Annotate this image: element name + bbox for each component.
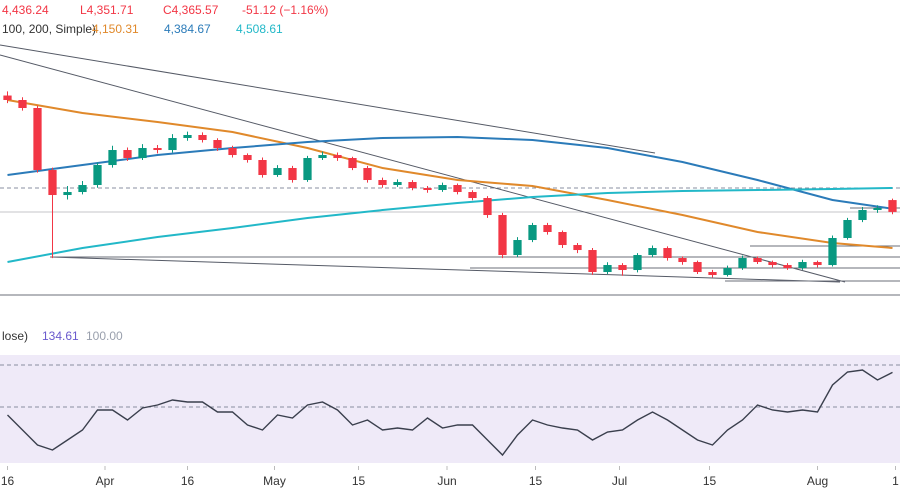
trend-line	[0, 54, 846, 283]
x-tick-label: Aug	[807, 474, 828, 488]
candle-body	[618, 265, 627, 271]
ma-label: 100, 200, Simple)	[2, 22, 96, 36]
moving-average	[7, 136, 893, 210]
candle-body	[528, 225, 537, 241]
x-tick-label: Jul	[612, 474, 627, 488]
candle-body	[63, 192, 72, 196]
candle-body	[303, 158, 312, 181]
candle-body	[243, 155, 252, 161]
change-readout: -51.12 (−1.16%)	[242, 3, 328, 17]
candle-body	[723, 268, 732, 276]
candle-body	[213, 140, 222, 149]
candle-body	[648, 248, 657, 256]
ma-readout: 4,150.31	[92, 22, 139, 36]
candle-body	[138, 148, 147, 159]
candle-body	[258, 160, 267, 176]
candle-body	[483, 198, 492, 216]
x-tick-label: 16	[1, 474, 15, 488]
candle-body	[168, 138, 177, 151]
candle-body	[393, 182, 402, 186]
candle-body	[588, 250, 597, 273]
candle-body	[663, 248, 672, 259]
candle-body	[558, 232, 567, 246]
trend-line	[49, 256, 841, 283]
candle-body	[408, 182, 417, 189]
trend-line	[0, 44, 656, 154]
x-tick-label: Jun	[437, 474, 456, 488]
moving-average	[7, 99, 893, 249]
x-tick-label: May	[263, 474, 286, 488]
candle-body	[453, 185, 462, 193]
candle-body	[48, 170, 57, 196]
candle-body	[423, 188, 432, 191]
candle-body	[513, 240, 522, 256]
candle-body	[153, 148, 162, 151]
open-readout: 4,436.24	[2, 3, 49, 17]
candle-body	[33, 108, 42, 171]
candle-body	[693, 262, 702, 273]
candle-body	[468, 192, 477, 199]
candle-body	[348, 158, 357, 169]
x-tick-label: 15	[703, 474, 717, 488]
candle-body	[228, 148, 237, 156]
candle-body	[798, 262, 807, 269]
candle-body	[813, 262, 822, 266]
candle-body	[753, 258, 762, 263]
candle-body	[108, 150, 117, 166]
legend-header: 4,436.24 L4,351.71 C4,365.57 -51.12 (−1.…	[2, 3, 328, 343]
candle-body	[678, 258, 687, 263]
oscillator-readout: 134.61	[42, 329, 79, 343]
candle-body	[123, 150, 132, 159]
candle-body	[288, 168, 297, 181]
candle-body	[438, 185, 447, 191]
x-tick-label: 15	[352, 474, 366, 488]
x-tick-label: Apr	[96, 474, 115, 488]
candle-body	[783, 265, 792, 269]
candle-body	[333, 155, 342, 159]
candle-body	[843, 220, 852, 239]
candle-body	[183, 135, 192, 138]
candle-body	[708, 272, 717, 276]
candle-body	[738, 258, 747, 269]
candle-body	[93, 165, 102, 186]
candle-body	[273, 168, 282, 176]
candle-body	[873, 208, 882, 211]
candle-body	[603, 265, 612, 273]
candle-body	[78, 185, 87, 193]
candle-body	[828, 238, 837, 266]
oscillator-band	[0, 355, 900, 463]
x-tick-label: 15	[529, 474, 543, 488]
candle-body	[858, 210, 867, 221]
candle-body	[573, 245, 582, 251]
candle-body	[768, 262, 777, 266]
oscillator-reference: 100.00	[86, 329, 123, 343]
candle-body	[18, 100, 27, 108]
candle-body	[3, 95, 12, 101]
candle-body	[198, 135, 207, 141]
close-readout: C4,365.57	[163, 3, 219, 17]
ma-readout: 4,508.61	[236, 22, 283, 36]
ma-readout: 4,384.67	[164, 22, 211, 36]
candle-body	[498, 215, 507, 256]
candle-body	[363, 168, 372, 181]
moving-average	[7, 186, 893, 264]
x-tick-label: 16	[181, 474, 195, 488]
candle-body	[318, 155, 327, 159]
oscillator-line	[7, 369, 893, 457]
candle-body	[378, 180, 387, 186]
candle-body	[633, 255, 642, 271]
candle-body	[543, 225, 552, 233]
oscillator-label: lose)	[2, 329, 28, 343]
low-readout: L4,351.71	[80, 3, 134, 17]
candle-body	[888, 200, 897, 212]
x-tick-label: 1	[892, 474, 899, 488]
